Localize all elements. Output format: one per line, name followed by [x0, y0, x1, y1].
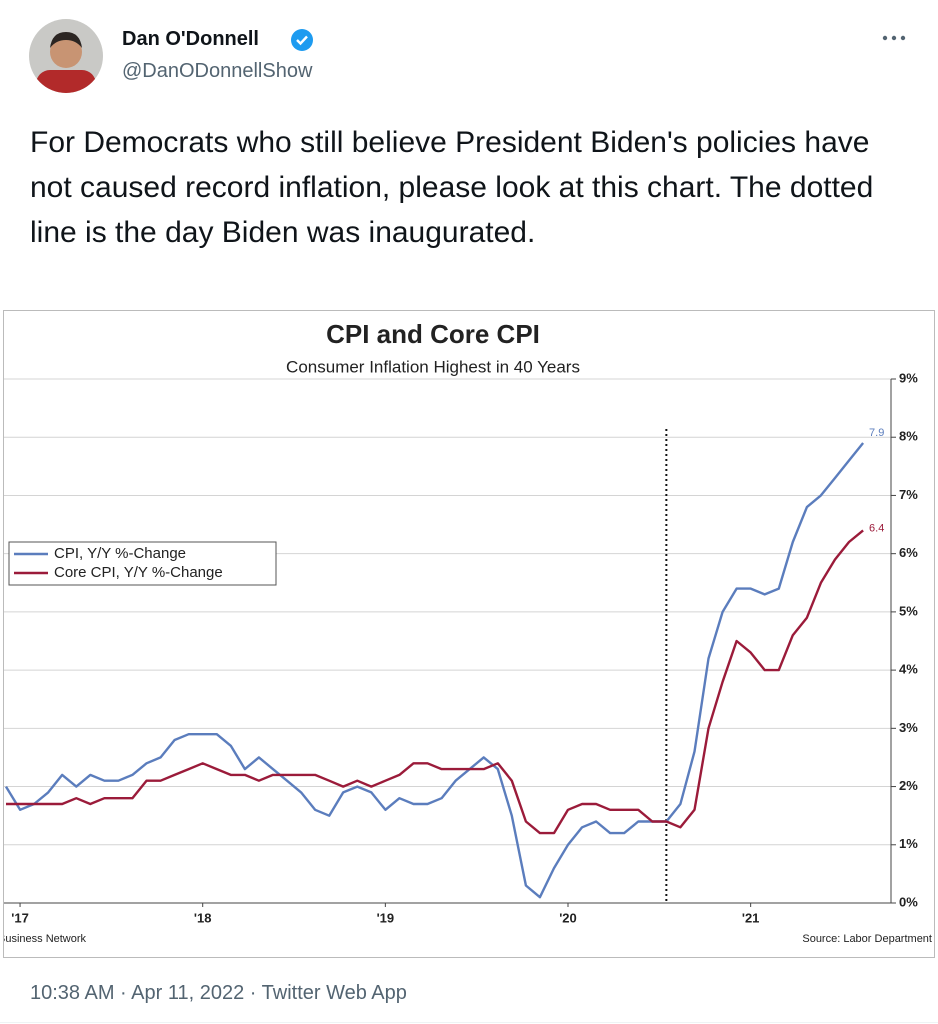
legend-label: CPI, Y/Y %-Change: [54, 545, 186, 562]
end-label: 6.4: [869, 522, 884, 534]
chart: CPI and Core CPI Consumer Inflation High…: [3, 310, 935, 958]
y-tick-label: 0%: [899, 894, 918, 909]
y-tick-label: 1%: [899, 836, 918, 851]
chart-subtitle: Consumer Inflation Highest in 40 Years: [286, 357, 580, 376]
tweet-text: For Democrats who still believe Presiden…: [30, 126, 874, 249]
x-tick-label: '19: [377, 910, 395, 925]
x-tick-label: '18: [194, 910, 212, 925]
y-tick-label: 3%: [899, 720, 918, 735]
verified-badge: [291, 29, 313, 51]
more-button[interactable]: [880, 32, 910, 44]
y-tick-label: 4%: [899, 662, 918, 677]
y-tick-label: 7%: [899, 487, 918, 502]
legend-box: [8, 541, 277, 586]
series-line: [6, 529, 864, 835]
avatar[interactable]: [28, 18, 104, 94]
left-note: Business Network: [3, 933, 87, 945]
display-name[interactable]: Dan O'Donnell: [122, 28, 259, 50]
y-tick-label: 2%: [899, 778, 918, 793]
legend-label: Core CPI, Y/Y %-Change: [54, 564, 223, 581]
y-tick-label: 5%: [899, 603, 918, 618]
series-line: [4, 442, 865, 899]
timestamp[interactable]: 10:38 AM · Apr 11, 2022 · Twitter Web Ap…: [30, 982, 407, 1004]
handle[interactable]: @DanODonnellShow: [122, 60, 313, 82]
end-label: 7.9: [869, 427, 884, 439]
chart-title: CPI and Core CPI: [326, 319, 540, 349]
x-tick-label: '21: [742, 910, 760, 925]
y-tick-label: 9%: [899, 370, 918, 385]
source-note: Source: Labor Department: [802, 933, 932, 945]
x-tick-label: '20: [559, 910, 577, 925]
y-tick-label: 6%: [899, 545, 918, 560]
x-tick-label: '17: [11, 910, 29, 925]
y-tick-label: 8%: [899, 429, 918, 444]
divider: [0, 1022, 938, 1023]
